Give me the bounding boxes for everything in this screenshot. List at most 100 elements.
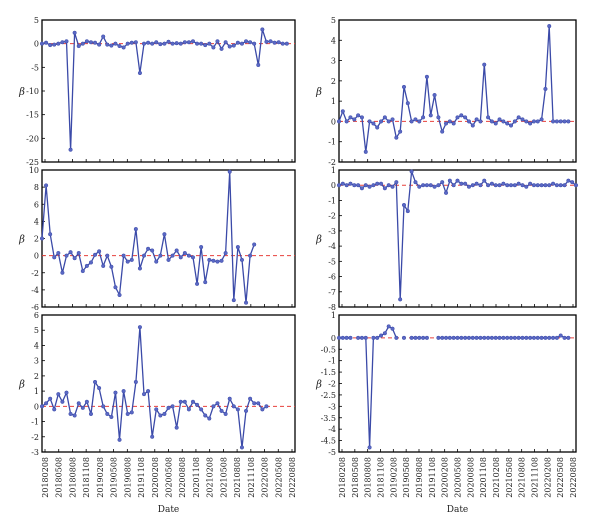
data-point [551, 181, 556, 186]
data-point [363, 335, 368, 340]
data-point [440, 180, 445, 185]
data-point [121, 253, 126, 258]
data-point [88, 40, 94, 45]
data-point [394, 180, 399, 185]
data-point [531, 119, 537, 124]
data-point [478, 335, 483, 340]
y-tick-label: -8 [328, 303, 336, 312]
data-point [264, 404, 269, 409]
data-point [566, 178, 571, 183]
chart-panel-6: 1 0 -0.5 -1 -1.5 -2 -2.5 -3 -3.5 -4 -4.5 -5 β 2018020… [315, 311, 578, 515]
data-point [133, 40, 138, 45]
data-point [459, 113, 464, 118]
chart-panel-1: 5 0 -5 -10 -15 -20 -25 β [18, 16, 296, 167]
data-point [482, 335, 487, 340]
data-point [256, 62, 261, 68]
data-point [190, 255, 196, 260]
y-tick-label: 0 [331, 117, 336, 126]
data-point [162, 41, 167, 46]
x-tick-label: 20180808 [68, 457, 77, 498]
plot-frame [41, 169, 296, 308]
data-point [497, 183, 502, 188]
data-point [207, 257, 212, 262]
plot-frame [338, 19, 577, 163]
data-point [231, 404, 236, 409]
data-point [474, 181, 479, 186]
data-point [566, 335, 571, 340]
data-point [558, 333, 563, 338]
x-tick-label: 20190808 [415, 457, 424, 498]
data-point [199, 407, 204, 412]
data-point [52, 42, 57, 47]
x-tick-label: 20201108 [192, 457, 201, 498]
data-point [174, 425, 179, 430]
data-point [190, 39, 196, 44]
x-tick-label: 20210208 [492, 457, 501, 498]
data-point [535, 335, 540, 340]
x-tick-label: 20210508 [219, 457, 228, 498]
data-point [56, 251, 61, 256]
data-point [401, 202, 407, 208]
x-tick-label: 20190208 [96, 457, 105, 498]
data-point [101, 34, 106, 39]
data-point [154, 407, 159, 412]
data-point [382, 186, 387, 191]
data-point [105, 253, 110, 258]
data-point [162, 411, 167, 416]
data-point [80, 41, 85, 46]
data-point [235, 40, 240, 45]
data-point [199, 245, 204, 250]
data-point [359, 335, 364, 340]
data-point [207, 416, 212, 421]
data-point [573, 183, 579, 188]
y-axis-label: β [315, 235, 322, 246]
data-point [39, 236, 45, 241]
plot-frame [338, 314, 577, 453]
y-tick-label: -4 [328, 242, 336, 251]
data-point [252, 401, 257, 406]
y-tick-label: 2 [34, 372, 39, 381]
data-point [280, 41, 285, 46]
y-tick-label: -2 [328, 158, 336, 167]
data-point [375, 335, 380, 340]
data-point [88, 260, 94, 265]
data-point [447, 178, 452, 183]
y-tick-label: 1 [331, 97, 336, 106]
x-tick-label: 20210508 [505, 457, 514, 498]
x-tick-label: 20180508 [55, 457, 64, 498]
x-tick-label: 20180208 [338, 457, 347, 498]
x-tick-label: 20180808 [364, 457, 373, 498]
data-point [501, 181, 506, 186]
y-tick-label: -20 [26, 134, 39, 143]
data-point [113, 390, 118, 395]
data-point [566, 119, 571, 124]
data-point [466, 119, 472, 124]
data-point [219, 408, 224, 413]
data-point [570, 180, 575, 185]
data-point [141, 41, 147, 46]
data-point [158, 42, 163, 47]
data-point [340, 109, 345, 114]
series-line [338, 25, 569, 153]
data-point [478, 119, 483, 124]
data-point [390, 117, 395, 122]
data-point [363, 183, 368, 188]
data-point [375, 125, 380, 130]
data-point [543, 86, 548, 92]
data-point [482, 178, 487, 183]
y-tick-label: -2 [328, 380, 336, 389]
data-point [146, 246, 151, 251]
data-point [424, 183, 429, 188]
data-point [459, 335, 464, 340]
data-point [231, 298, 236, 303]
data-point [528, 121, 533, 126]
data-point [84, 399, 89, 404]
data-point [170, 41, 175, 46]
data-point [80, 405, 85, 410]
data-point [129, 257, 134, 262]
y-tick-label: 5 [34, 16, 39, 25]
data-point [562, 119, 567, 124]
series-line [41, 326, 267, 449]
data-point [39, 404, 45, 409]
x-tick-label: 20200808 [466, 457, 475, 498]
